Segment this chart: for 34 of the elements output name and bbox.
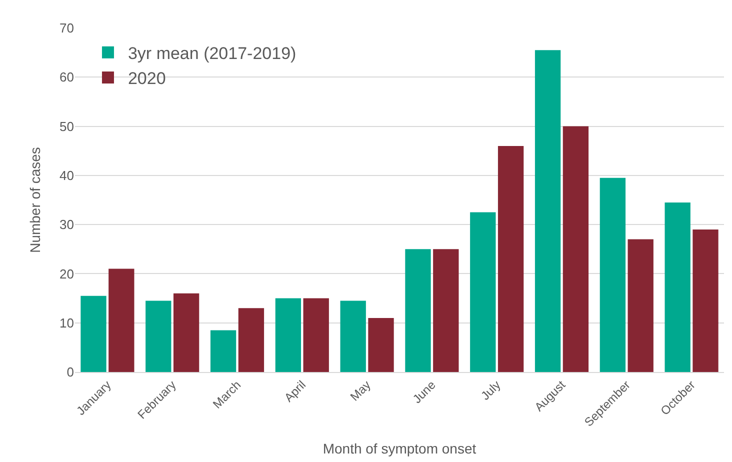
x-tick-label: July <box>478 378 504 403</box>
bar <box>534 50 561 372</box>
y-tick-label: 30 <box>60 217 74 232</box>
bar <box>146 300 172 372</box>
y-tick-label: 20 <box>60 266 74 282</box>
x-axis-title: Month of symptom onset <box>322 440 476 457</box>
bar <box>108 268 134 372</box>
y-tick-label: 70 <box>60 20 74 36</box>
y-axis-title: Number of cases <box>27 147 44 253</box>
bar <box>368 318 394 372</box>
bar <box>303 298 329 372</box>
bar <box>498 146 524 372</box>
bar <box>628 239 654 372</box>
bar <box>470 212 496 372</box>
bar <box>210 330 236 372</box>
bar <box>562 126 589 372</box>
bar <box>600 178 626 372</box>
bar <box>664 202 690 372</box>
legend-label: 3yr mean (2017-2019) <box>128 44 296 64</box>
y-tick-label: 10 <box>60 315 74 330</box>
y-tick-label: 50 <box>60 118 74 134</box>
bar <box>433 249 459 372</box>
y-tick-label: 40 <box>60 168 74 183</box>
y-tick-label: 60 <box>60 70 74 85</box>
bar <box>275 298 302 372</box>
bar <box>173 293 200 372</box>
x-tick-label: May <box>347 378 374 404</box>
bar <box>340 300 366 372</box>
bar <box>238 308 264 372</box>
legend-label: 2020 <box>128 69 166 88</box>
bar <box>80 296 106 372</box>
y-tick-label: 0 <box>66 364 74 380</box>
bar <box>692 229 718 372</box>
bar <box>405 249 431 372</box>
